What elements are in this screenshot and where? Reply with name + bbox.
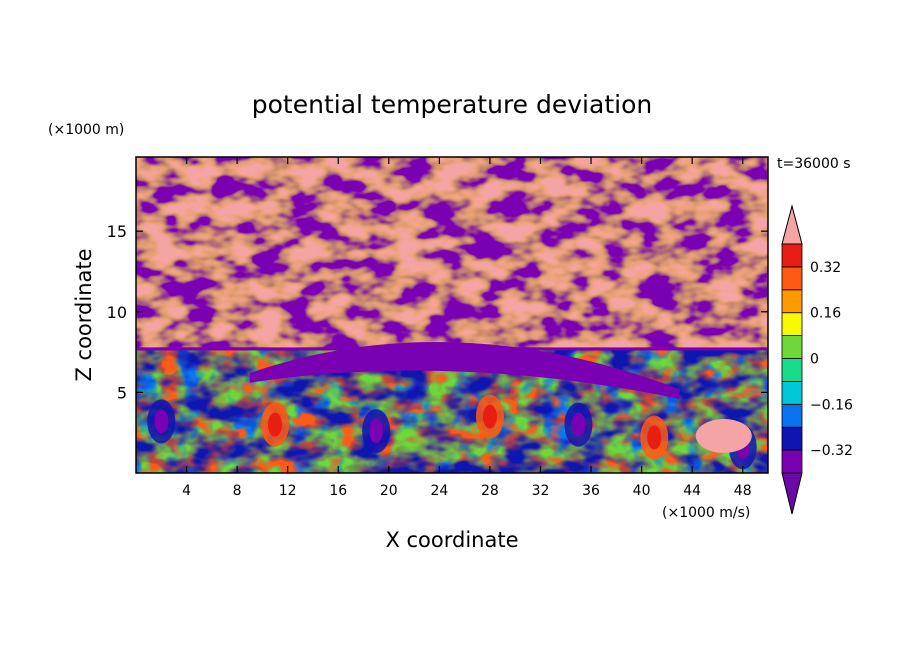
x-tick-label: 24 bbox=[430, 483, 448, 499]
colorbar-tick-label: 0.32 bbox=[810, 260, 841, 276]
plume-core-0 bbox=[154, 409, 169, 434]
colorbar-tick-label: −0.16 bbox=[810, 397, 853, 413]
y-tick-label: 5 bbox=[117, 383, 127, 402]
x-tick-label: 32 bbox=[532, 483, 550, 499]
x-axis-ticks: 4 8 12 16 20 24 28 32 36 40 44 48 bbox=[182, 157, 752, 499]
x-tick-label: 44 bbox=[683, 483, 701, 499]
upper-positive-patches bbox=[136, 157, 768, 348]
contour-field bbox=[136, 157, 768, 473]
x-tick-label: 36 bbox=[582, 483, 600, 499]
plume-core-4 bbox=[571, 412, 586, 437]
y-axis-label: Z coordinate bbox=[72, 248, 96, 381]
colorbar-bin bbox=[781, 243, 803, 268]
colorbar-bin bbox=[781, 358, 803, 382]
colorbar-bin bbox=[781, 289, 803, 314]
time-label: t=36000 s bbox=[777, 156, 851, 172]
x-tick-label: 12 bbox=[279, 483, 297, 499]
plot-frame bbox=[135, 156, 769, 474]
x-tick-label: 16 bbox=[329, 483, 347, 499]
x-tick-label: 48 bbox=[734, 483, 752, 499]
plume-core-5 bbox=[647, 425, 662, 450]
x-unit-label: (×1000 m/s) bbox=[662, 505, 750, 521]
colorbar-bin bbox=[781, 312, 803, 337]
x-tick-label: 28 bbox=[481, 483, 499, 499]
colorbar-extend-min bbox=[781, 472, 803, 515]
x-axis-label: X coordinate bbox=[385, 528, 518, 552]
y-axis-ticks: 5 10 15 bbox=[107, 222, 768, 402]
colorbar-bin bbox=[781, 449, 803, 474]
x-tick-label: 20 bbox=[380, 483, 398, 499]
colorbar-bin bbox=[781, 426, 803, 451]
colorbar-tick-label: −0.32 bbox=[810, 443, 853, 459]
warm-cell-bottom-right bbox=[695, 418, 752, 453]
central-negative-dome bbox=[249, 341, 680, 399]
y-unit-label: (×1000 m) bbox=[48, 122, 124, 138]
colorbar-bin bbox=[781, 403, 803, 428]
colorbar-bin bbox=[781, 380, 803, 405]
colorbar-tick-label: 0.16 bbox=[810, 306, 841, 322]
plume-core-3 bbox=[482, 404, 497, 429]
colorbar-tick-label: 0 bbox=[810, 352, 819, 368]
y-tick-label: 10 bbox=[107, 303, 127, 322]
x-tick-label: 40 bbox=[633, 483, 651, 499]
colorbar-bin bbox=[781, 266, 803, 291]
colorbar-bin bbox=[781, 335, 803, 359]
chart-title: potential temperature deviation bbox=[252, 90, 652, 119]
x-tick-label: 8 bbox=[233, 483, 242, 499]
y-tick-label: 15 bbox=[107, 222, 127, 241]
plume-core-2 bbox=[369, 419, 384, 444]
colorbar: −0.32 −0.16 0 0.16 0.32 bbox=[781, 204, 853, 515]
plume-core-1 bbox=[268, 412, 283, 437]
x-tick-label: 4 bbox=[182, 483, 191, 499]
colorbar-extend-max bbox=[781, 204, 803, 245]
